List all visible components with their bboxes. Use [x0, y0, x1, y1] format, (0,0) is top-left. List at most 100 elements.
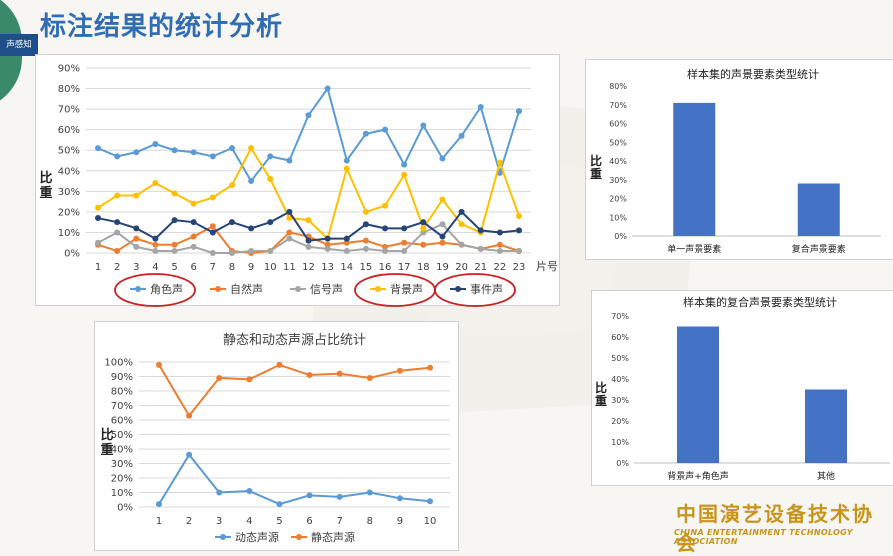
data-point [305, 243, 312, 250]
y-tick-label: 70% [111, 401, 133, 412]
data-point [396, 495, 403, 502]
data-point [439, 221, 446, 228]
x-tick-label: 10 [424, 516, 437, 527]
x-tick-label: 5 [171, 262, 177, 273]
compound-types-bar-chart: 样本集的复合声景要素类型统计 0% 10% 20% 30% 40% 50% 60% 70% 比重背… [595, 295, 890, 482]
compound-types-chart-panel: 样本集的复合声景要素类型统计 0% 10% 20% 30% 40% 50% 60% 70% 比重背… [591, 290, 893, 486]
y-tick-label: 40% [611, 375, 629, 384]
data-point [324, 235, 331, 242]
data-point [267, 219, 274, 226]
data-point [246, 488, 253, 495]
data-point [190, 233, 197, 240]
data-point [496, 241, 503, 248]
data-point [95, 215, 101, 222]
data-point [336, 370, 343, 377]
y-tick-label: 90% [111, 372, 133, 383]
slide-title: 标注结果的统计分析 [40, 12, 284, 42]
data-point [401, 161, 408, 168]
data-point [228, 145, 235, 152]
data-point [286, 235, 293, 242]
data-point [190, 200, 197, 207]
x-tick-label: 16 [379, 262, 392, 273]
data-point [228, 219, 235, 226]
data-point [343, 165, 350, 172]
data-point [114, 247, 121, 254]
data-point [267, 176, 274, 182]
chart-title: 样本集的复合声景要素类型统计 [683, 295, 837, 309]
data-point [133, 235, 140, 242]
data-point [516, 247, 522, 254]
y-tick-label: 30% [609, 176, 627, 185]
data-point [477, 104, 484, 111]
data-point [343, 157, 350, 164]
x-tick-label: 7 [210, 262, 216, 273]
y-tick-label: 70% [609, 101, 627, 110]
series-line [97, 146, 520, 241]
data-point [186, 451, 193, 458]
bar [673, 102, 716, 236]
y-tick-label: 70% [58, 105, 80, 116]
data-point [209, 153, 216, 160]
chart-title: 静态和动态声源占比统计 [223, 333, 366, 348]
y-axis-label: 比 [39, 170, 52, 186]
y-tick-label: 10% [611, 438, 629, 447]
series-line [97, 86, 520, 183]
data-point [114, 229, 121, 236]
x-tick-label: 其他 [817, 470, 835, 482]
data-point [152, 235, 159, 242]
data-point [420, 241, 427, 248]
data-point [133, 225, 140, 232]
bar [805, 389, 847, 463]
data-point [276, 501, 283, 508]
x-tick-label: 22 [493, 262, 506, 273]
data-point [306, 492, 313, 499]
static-dynamic-line-chart: 静态和动态声源占比统计 0% 10% 20% 30% 40% 50% 60% 70% 80% 90%… [100, 333, 450, 544]
bar [677, 326, 719, 463]
data-point [95, 239, 101, 246]
x-tick-label: 复合声景要素 [792, 243, 846, 255]
data-point [401, 239, 408, 246]
data-point [276, 361, 283, 368]
y-tick-label: 60% [58, 125, 80, 136]
y-tick-label: 30% [58, 187, 80, 198]
data-point [267, 247, 274, 254]
y-tick-label: 30% [611, 396, 629, 405]
data-point [343, 235, 350, 242]
main-chart-panel: 0% 10% 20% 30% 40% 50% 60% 70% 80% 90% 1 2 3 4 5 6 7 8 9 10… [35, 54, 560, 307]
legend-highlight-ring [434, 273, 516, 307]
data-point [401, 171, 408, 178]
data-point [95, 145, 101, 152]
soundscape-types-chart-panel: 样本集的声景要素类型统计 0% 10% 20% 30% 40% 50% 60% 70% 80% 比重… [585, 59, 893, 260]
data-point [186, 412, 193, 419]
y-axis-label: 比 [595, 380, 607, 395]
x-tick-label: 2 [114, 262, 120, 273]
x-tick-label: 7 [336, 516, 342, 527]
soundscape-types-bar-chart: 样本集的声景要素类型统计 0% 10% 20% 30% 40% 50% 60% 70% 80% 比重… [590, 67, 881, 255]
x-tick-label: 8 [229, 262, 235, 273]
data-point [286, 157, 293, 164]
series-line [158, 453, 431, 506]
data-point [324, 245, 331, 252]
x-tick-label: 10 [264, 262, 277, 273]
static-dynamic-chart-panel: 静态和动态声源占比统计 0% 10% 20% 30% 40% 50% 60% 70% 80% 90%… [94, 321, 459, 551]
association-name-cn: 中国演艺设备技术协会 [676, 502, 874, 555]
data-point [516, 108, 522, 115]
x-tick-label: 5 [276, 516, 282, 527]
data-point [324, 241, 331, 248]
y-tick-label: 30% [111, 459, 133, 470]
data-point [516, 227, 522, 234]
data-point [324, 85, 331, 92]
data-point [382, 243, 389, 250]
data-point [228, 182, 235, 189]
x-tick-label: 8 [367, 516, 373, 527]
y-tick-label: 60% [111, 416, 133, 427]
data-point [401, 247, 408, 254]
y-axis-label: 比 [100, 427, 113, 443]
data-point [171, 147, 178, 154]
data-point [439, 239, 446, 246]
data-point [286, 229, 293, 236]
y-axis-label: 重 [100, 442, 113, 458]
x-tick-label: 14 [340, 262, 353, 273]
data-point [305, 237, 312, 244]
data-point [458, 221, 465, 228]
